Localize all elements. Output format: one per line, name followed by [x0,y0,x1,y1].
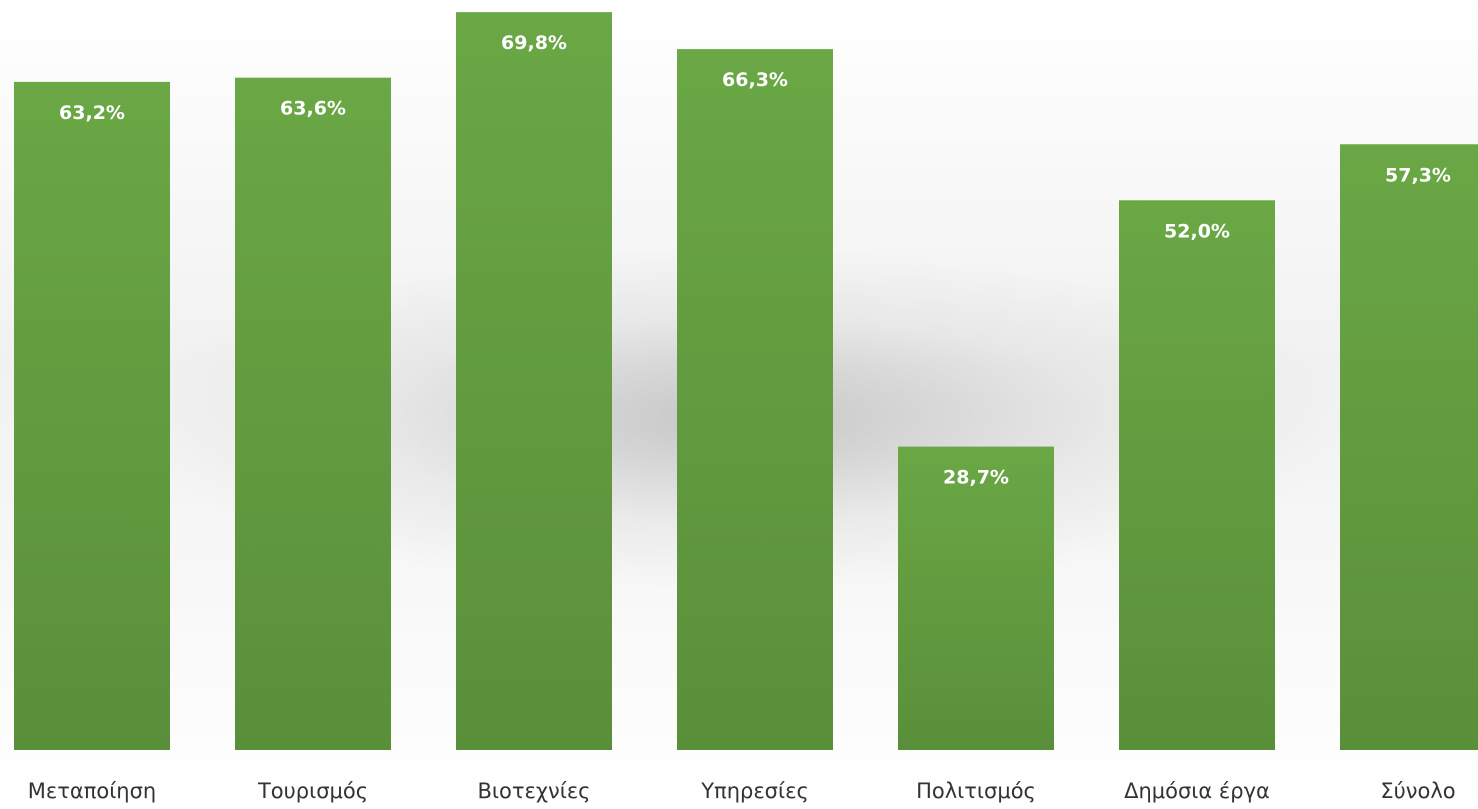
category-label: Υπηρεσίες [700,779,809,803]
category-label: Μεταποίηση [28,779,156,803]
bar [898,446,1054,750]
category-labels-group: Μεταποίηση Τουρισμός Βιοτεχνίες Υπηρεσίες Πο… [28,779,1456,803]
bar-value-label: 28,7% [943,467,1009,489]
bar [456,12,612,751]
bar [14,81,170,750]
category-label: Σύνολο [1380,779,1455,803]
bar [235,77,391,750]
bar [677,49,833,751]
bar [1340,144,1478,750]
bar-value-label: 63,2% [59,102,125,124]
bar-value-label: 66,3% [722,69,788,91]
category-label: Τουρισμός [257,779,368,803]
value-labels-group: 63,2% 63,6% 69,8% 66,3% 28,7% 52,0% 57,3% [59,32,1451,488]
category-label: Βιοτεχνίες [478,779,591,803]
bars-group [14,12,1478,751]
category-label: Πολιτισμός [916,779,1036,803]
bar-value-label: 57,3% [1385,164,1451,186]
bar-value-label: 63,6% [280,98,346,120]
category-label: Δημόσια έργα [1124,779,1270,803]
bar-value-label: 69,8% [501,32,567,54]
bar-value-label: 52,0% [1164,220,1230,242]
bar [1119,200,1275,751]
